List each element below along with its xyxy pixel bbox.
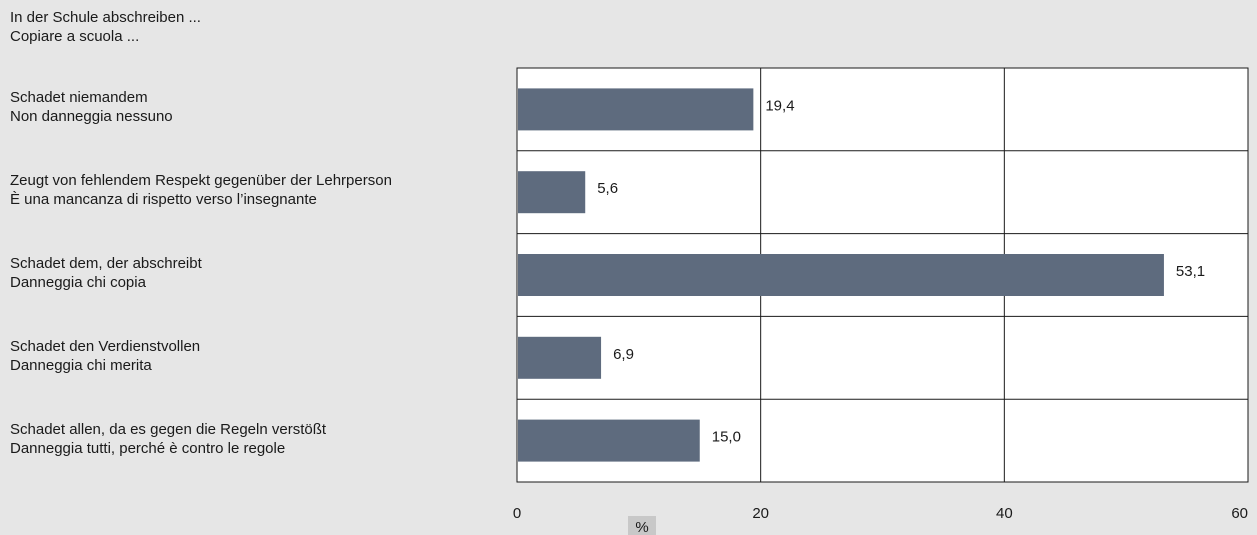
x-tick-label: 60 (1231, 505, 1248, 522)
value-label: 6,9 (613, 346, 634, 363)
category-label-line: Danneggia chi merita (10, 356, 152, 374)
category-label: Schadet dem, der abschreibt Danneggia chi… (10, 254, 202, 292)
category-label: Schadet niemandem Non danneggia nessuno (10, 88, 173, 126)
bar (518, 171, 586, 214)
chart-title-line-de: In der Schule abschreiben ... (10, 9, 201, 26)
category-label-line: Schadet dem, der abschreibt (10, 255, 202, 272)
value-label: 15,0 (712, 429, 741, 446)
value-label: 53,1 (1176, 263, 1205, 280)
chart-title-line-it: Copiare a scuola ... (10, 28, 140, 45)
category-label: Zeugt von fehlendem Respekt gegenüber de… (10, 171, 392, 209)
bar (518, 88, 754, 131)
category-label-line: Danneggia chi copia (10, 274, 146, 291)
x-tick-label: 0 (513, 505, 521, 522)
x-tick-label: 40 (996, 505, 1013, 522)
x-axis-ticks: 0 20 40 60 (513, 505, 1248, 522)
category-label: Schadet den Verdienstvollen Danneggia chi… (10, 337, 200, 375)
bar (518, 419, 700, 462)
category-label-line: Schadet niemandem (10, 89, 148, 107)
chart-title: In der Schule abschreiben ... Copiare a … (10, 8, 201, 46)
x-axis-label-background (628, 516, 656, 535)
category-label-line: Danneggia tutti, perché è contro le rego… (10, 439, 286, 457)
bar (518, 254, 1164, 296)
category-label-line: Schadet allen, da es gegen die Regeln ve… (10, 420, 327, 438)
x-tick-label: 20 (752, 505, 769, 522)
x-axis-label: % (635, 519, 648, 535)
category-label-line: Non danneggia nessuno (10, 108, 173, 126)
category-label: Schadet allen, da es gegen die Regeln ve… (10, 420, 326, 458)
category-label-line: Schadet den Verdienstvollen (10, 337, 201, 355)
bar (518, 336, 602, 379)
value-label: 19,4 (765, 97, 794, 114)
value-label: 5,6 (597, 180, 618, 197)
x-axis-label-group: % (628, 516, 656, 535)
category-label-line: Zeugt von fehlendem Respekt gegenüber de… (10, 172, 392, 190)
value-labels: 19,4 5,6 53,1 6,9 15,0 (597, 97, 1205, 445)
category-label-line: È una mancanza di rispetto verso l’inseg… (10, 191, 317, 209)
bars (518, 88, 1164, 462)
